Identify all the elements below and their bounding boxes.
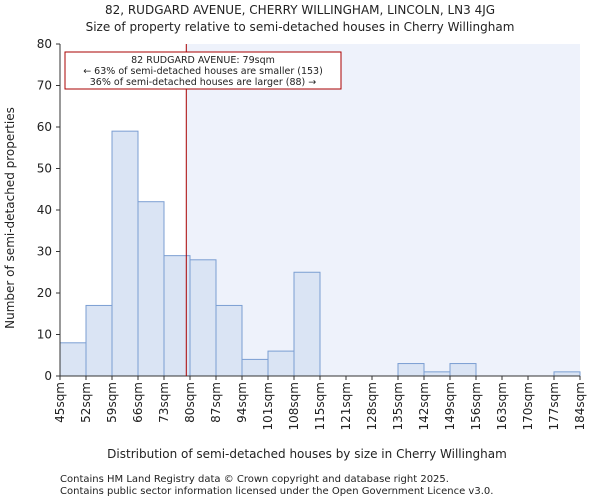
x-tick-label: 59sqm: [105, 382, 119, 423]
bar: [267, 350, 295, 377]
chart-title: 82, RUDGARD AVENUE, CHERRY WILLINGHAM, L…: [105, 3, 495, 17]
x-tick-label: 156sqm: [469, 382, 483, 430]
x-tick-label: 108sqm: [287, 382, 301, 430]
footer-line-2: Contains public sector information licen…: [60, 486, 493, 497]
bar: [553, 371, 581, 377]
x-tick-label: 163sqm: [495, 382, 509, 430]
x-tick-label: 101sqm: [261, 382, 275, 430]
larger-region-shade: [186, 44, 581, 376]
y-tick-label: 40: [37, 203, 52, 217]
annotation-line-3: 36% of semi-detached houses are larger (…: [90, 77, 317, 88]
x-tick-label: 142sqm: [417, 382, 431, 430]
x-tick-label: 94sqm: [235, 382, 249, 423]
x-tick-label: 66sqm: [131, 382, 145, 423]
x-tick-label: 149sqm: [443, 382, 457, 430]
x-tick-label: 184sqm: [573, 382, 587, 430]
bar: [293, 271, 321, 377]
x-tick-label: 52sqm: [79, 382, 93, 423]
y-tick-label: 0: [44, 369, 52, 383]
x-tick-label: 170sqm: [521, 382, 535, 430]
annotation-box: [64, 51, 342, 90]
bar: [189, 259, 217, 377]
y-tick-label: 10: [37, 328, 52, 342]
y-tick-label: 80: [37, 37, 52, 51]
x-tick-label: 135sqm: [391, 382, 405, 430]
y-tick-label: 30: [37, 245, 52, 259]
x-tick-label: 80sqm: [183, 382, 197, 423]
y-axis-label: Number of semi-detached properties: [3, 107, 17, 329]
y-tick-label: 70: [37, 79, 52, 93]
y-tick-label: 50: [37, 162, 52, 176]
x-tick-label: 128sqm: [365, 382, 379, 430]
bar: [137, 201, 165, 377]
plot-area: 0 10 20 30 40 50 60 70 80 45sqm 52sqm 59sqm 66sqm 73s…: [37, 37, 587, 430]
chart-subtitle: Size of property relative to semi-detach…: [86, 20, 515, 34]
y-tick-label: 60: [37, 120, 52, 134]
x-tick-label: 87sqm: [209, 382, 223, 423]
x-tick-label: 115sqm: [313, 382, 327, 430]
bar: [215, 304, 243, 377]
bar: [111, 130, 139, 377]
y-tick-label: 20: [37, 286, 52, 300]
x-tick-label: 45sqm: [53, 382, 67, 423]
x-axis-label: Distribution of semi-detached houses by …: [107, 447, 507, 461]
x-tick-label: 177sqm: [547, 382, 561, 430]
bar: [449, 363, 477, 377]
x-tick-label: 73sqm: [157, 382, 171, 423]
footer-line-1: Contains HM Land Registry data © Crown c…: [60, 474, 449, 485]
annotation-line-2: ← 63% of semi-detached houses are smalle…: [83, 66, 323, 77]
bar: [397, 363, 425, 377]
bar: [241, 358, 269, 377]
x-tick-label: 121sqm: [339, 382, 353, 430]
bar: [423, 371, 451, 377]
bar: [59, 342, 87, 377]
bar: [85, 304, 113, 377]
bar: [163, 255, 191, 377]
annotation-line-1: 82 RUDGARD AVENUE: 79sqm: [131, 55, 275, 66]
